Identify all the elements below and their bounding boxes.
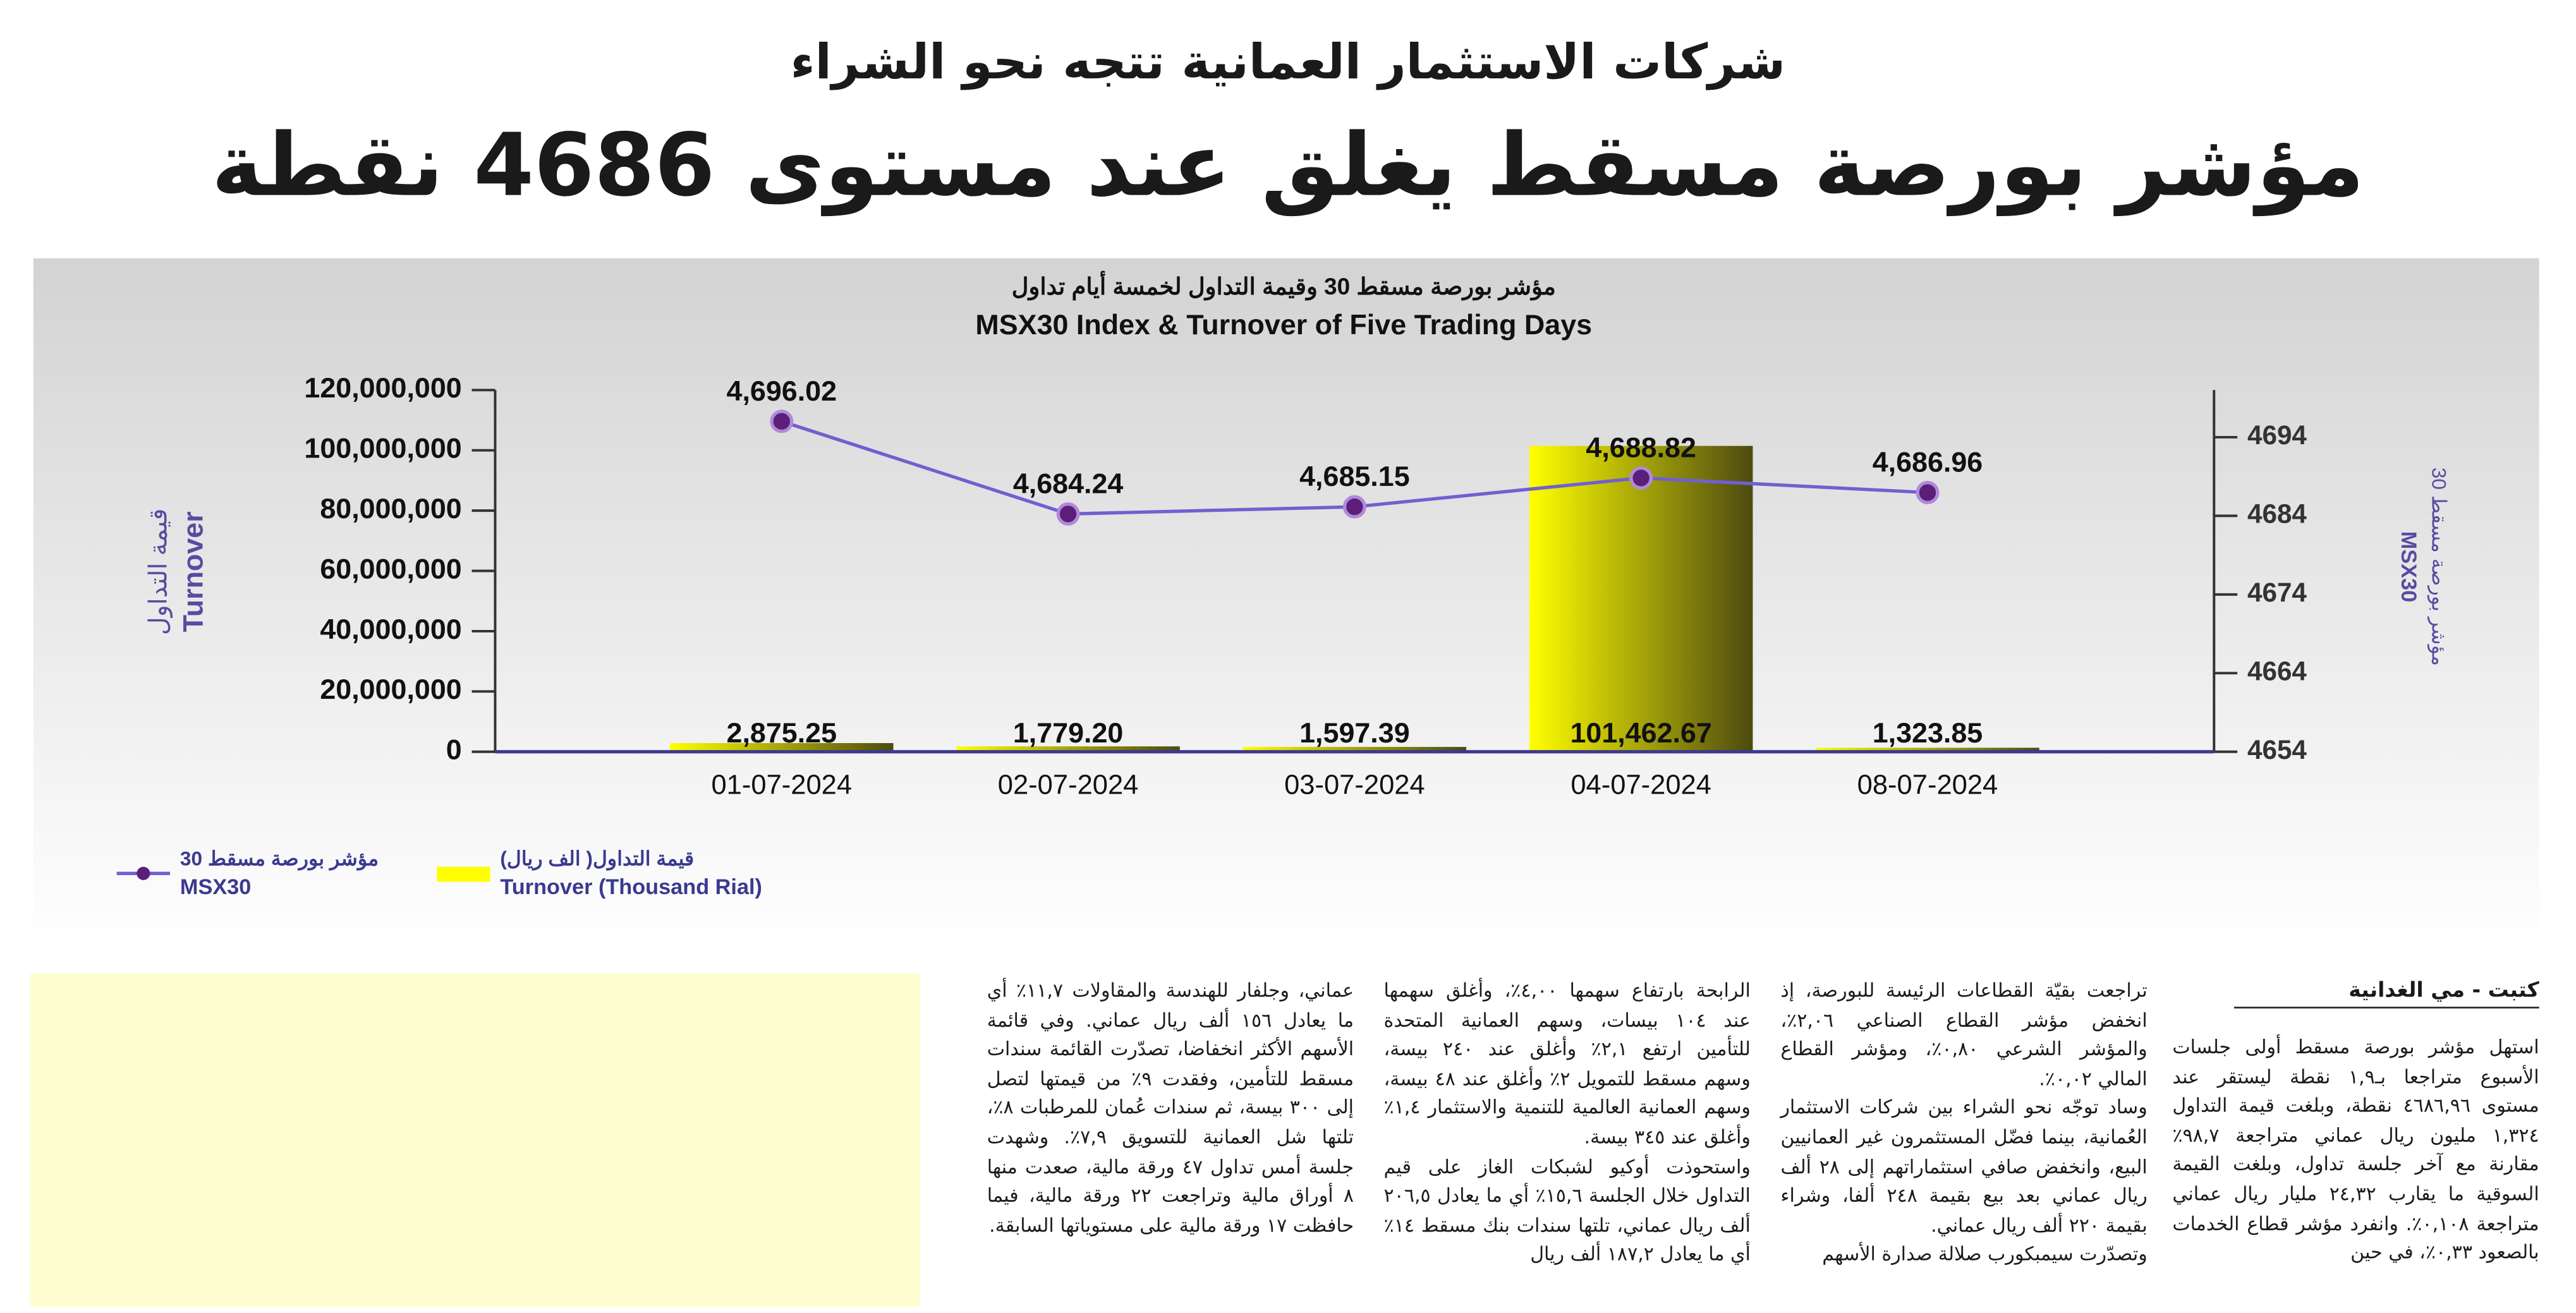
paragraph: وساد توجّه نحو الشراء بين شركات الاستثما… xyxy=(1780,1096,2148,1237)
bar-value-label: 1,597.39 xyxy=(1299,717,1410,749)
bar-value-label: 1,323.85 xyxy=(1873,717,1983,749)
y2-tick-label: 4684 xyxy=(2247,499,2307,529)
paragraph: عماني، وجلفار للهندسة والمقاولات ١١,٧٪ أ… xyxy=(987,978,1354,1237)
legend-label-ar: قيمة التداول( الف ريال) xyxy=(500,847,694,871)
line-marker xyxy=(1056,502,1080,526)
x-tick-label: 02-07-2024 xyxy=(998,770,1139,801)
y2-tick-label: 4694 xyxy=(2247,420,2307,450)
chart-panel xyxy=(33,258,2539,950)
bar xyxy=(956,746,1180,752)
bar xyxy=(670,743,894,752)
bar xyxy=(1816,747,2039,752)
legend-swatch xyxy=(437,866,490,882)
line-value-label: 4,686.96 xyxy=(1873,446,1983,478)
legend-label: Turnover (Thousand Rial) xyxy=(500,875,762,899)
bar xyxy=(1529,445,1753,752)
legend-label-ar: مؤشر بورصة مسقط 30 xyxy=(180,847,379,871)
y-tick-label: 20,000,000 xyxy=(320,673,461,705)
x-tick-label: 08-07-2024 xyxy=(1857,770,1998,801)
y-tick-label: 100,000,000 xyxy=(304,432,461,464)
paragraph: وتصدّرت سيمبكورب صلالة صدارة الأسهم xyxy=(1822,1242,2148,1266)
bar-value-label: 2,875.25 xyxy=(727,717,837,749)
x-tick-label: 04-07-2024 xyxy=(1571,770,1711,801)
line-marker xyxy=(1629,466,1653,490)
y2-tick-label: 4674 xyxy=(2247,578,2307,607)
paragraph: استهل مؤشر بورصة مسقط أولى جلسات الأسبوع… xyxy=(2172,1035,2539,1264)
y2-tick-label: 4654 xyxy=(2247,735,2307,765)
legend-marker xyxy=(137,866,150,880)
y-tick-label: 80,000,000 xyxy=(320,492,461,524)
bar xyxy=(1242,747,1467,752)
y-tick-label: 60,000,000 xyxy=(320,552,461,584)
paragraph: تراجعت بقيّة القطاعات الرئيسة للبورصة، إ… xyxy=(1780,978,2148,1090)
paragraph: الرابحة بارتفاع سهمها ٤,٠٠٪، وأغلق سهمها… xyxy=(1383,978,1751,1149)
article-column: عماني، وجلفار للهندسة والمقاولات ١١,٧٪ أ… xyxy=(987,977,1354,1241)
y-tick-label: 0 xyxy=(446,734,462,766)
x-tick-label: 01-07-2024 xyxy=(711,770,852,801)
headline: مؤشر بورصة مسقط يغلق عند مستوى 4686 نقطة xyxy=(211,116,2365,217)
y-axis-label-en: Turnover xyxy=(176,511,209,632)
line-value-label: 4,696.02 xyxy=(727,375,837,407)
line-marker xyxy=(1342,495,1366,519)
chart-title: مؤشر بورصة مسقط 30 وقيمة التداول لخمسة أ… xyxy=(1012,270,1556,301)
bar-value-label: 101,462.67 xyxy=(1570,717,1711,749)
byline: كتبت - مي الغدانية xyxy=(2233,977,2539,1008)
line-value-label: 4,684.24 xyxy=(1013,467,1124,499)
y2-axis-label: مؤشر بورصة مسقط 30 xyxy=(2427,468,2450,666)
line-value-label: 4,688.82 xyxy=(1586,431,1696,463)
y2-tick-label: 4664 xyxy=(2247,656,2307,686)
legend-label: MSX30 xyxy=(180,875,251,899)
article-column: استهل مؤشر بورصة مسقط أولى جلسات الأسبوع… xyxy=(2172,1034,2539,1268)
y2-axis-label-en: MSX30 xyxy=(2397,531,2421,602)
x-tick-label: 03-07-2024 xyxy=(1284,770,1425,801)
line-marker xyxy=(1916,481,1940,505)
bar-value-label: 1,779.20 xyxy=(1013,717,1124,749)
line-value-label: 4,685.15 xyxy=(1299,460,1410,492)
y-axis-label: قيمة التداول xyxy=(145,509,173,636)
y-tick-label: 40,000,000 xyxy=(320,613,461,645)
subtitle: شركات الاستثمار العمانية تتجه نحو الشراء xyxy=(790,33,1786,90)
ad-box xyxy=(30,973,921,1307)
article-column: الرابحة بارتفاع سهمها ٤,٠٠٪، وأغلق سهمها… xyxy=(1384,977,1751,1270)
paragraph: واستحوذت أوكيو لشبكات الغاز على قيم التد… xyxy=(1383,1154,1751,1266)
line-marker xyxy=(770,409,794,433)
article-column: تراجعت بقيّة القطاعات الرئيسة للبورصة، إ… xyxy=(1780,977,2147,1270)
chart-title-en: MSX30 Index & Turnover of Five Trading D… xyxy=(975,308,1592,341)
y-tick-label: 120,000,000 xyxy=(304,372,461,404)
